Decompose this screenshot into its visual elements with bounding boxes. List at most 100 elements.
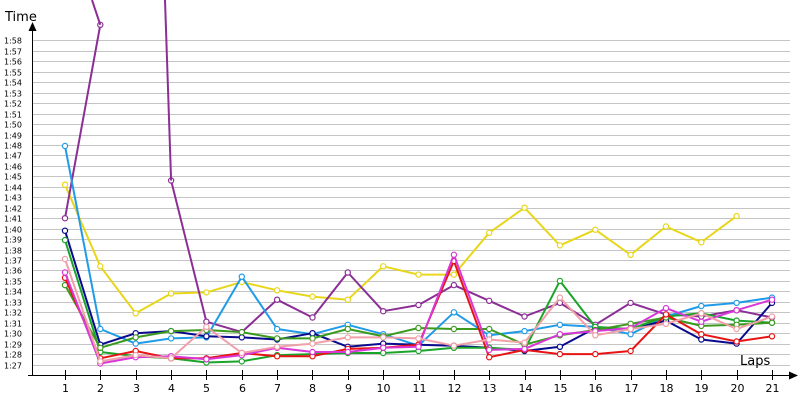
data-point	[556, 321, 564, 328]
data-point	[450, 309, 458, 316]
x-tick-labels: 1 2 3 4 5 6 7 8 9 10 11 12 13 14 15 16 17 18 19 20 21	[62, 382, 780, 395]
data-point	[415, 335, 422, 342]
y-tick-label: 1:52	[4, 100, 22, 109]
y-axis-arrow	[28, 22, 37, 31]
data-point	[167, 327, 175, 335]
data-point	[521, 313, 528, 320]
data-point	[309, 340, 316, 347]
data-point	[273, 325, 281, 333]
series-group	[61, 0, 776, 367]
y-tick-label: 1:38	[4, 247, 22, 256]
data-point	[380, 308, 387, 315]
y-tick-label: 1:35	[4, 278, 22, 287]
data-point	[97, 358, 104, 365]
data-point	[556, 343, 564, 350]
data-point	[273, 343, 281, 350]
data-point	[61, 214, 69, 222]
data-point	[556, 277, 564, 285]
data-point	[344, 269, 351, 276]
data-point	[486, 336, 493, 343]
data-point	[344, 348, 351, 356]
x-tick-label: 2	[97, 382, 104, 395]
x-tick-label: 17	[625, 382, 639, 395]
data-point	[768, 296, 776, 303]
y-tick-label: 1:47	[4, 152, 22, 161]
data-point	[203, 318, 210, 325]
x-tick-label: 13	[483, 382, 497, 395]
data-point	[238, 273, 245, 280]
data-point	[415, 271, 422, 278]
data-point	[486, 325, 493, 333]
data-point	[380, 344, 387, 351]
data-point	[733, 307, 740, 314]
data-point	[132, 340, 139, 347]
data-point	[238, 334, 245, 341]
y-tick-label: 1:32	[4, 309, 22, 318]
data-point	[344, 296, 351, 303]
data-point	[273, 287, 281, 294]
x-tick-label: 20	[731, 382, 745, 395]
data-point	[733, 212, 740, 220]
data-point	[698, 318, 705, 325]
data-point	[309, 348, 316, 356]
series-line	[164, 0, 173, 181]
x-tick-label: 16	[589, 382, 603, 395]
data-point	[238, 358, 245, 365]
data-point	[450, 325, 458, 333]
data-point	[380, 334, 387, 341]
data-point	[415, 301, 422, 309]
data-point	[97, 263, 104, 270]
data-point	[450, 281, 458, 289]
data-point	[486, 297, 493, 304]
series-line	[64, 24, 102, 219]
data-point	[273, 353, 281, 360]
x-tick-label: 15	[554, 382, 568, 395]
data-point	[698, 302, 705, 310]
y-tick-label: 1:39	[4, 236, 22, 245]
data-point	[415, 343, 422, 350]
x-tick-label: 5	[203, 382, 210, 395]
y-tick-label: 1:29	[4, 341, 22, 350]
data-point	[61, 227, 69, 234]
x-tick-label: 6	[239, 382, 246, 395]
data-point	[203, 333, 210, 340]
data-point	[733, 325, 740, 333]
series-1	[61, 181, 740, 317]
data-point	[132, 310, 139, 317]
data-point	[627, 325, 634, 333]
x-tick-label: 18	[660, 382, 674, 395]
data-point	[733, 299, 740, 307]
y-tick-label: 1:50	[4, 121, 22, 130]
data-point	[61, 142, 69, 150]
data-point	[698, 310, 705, 317]
data-point	[556, 331, 564, 338]
x-tick-label: 7	[274, 382, 281, 395]
data-point	[61, 181, 69, 188]
data-point	[415, 324, 422, 332]
y-tick-label: 1:57	[4, 48, 22, 57]
x-tick-label: 10	[377, 382, 391, 395]
data-point	[662, 304, 670, 312]
data-point	[344, 325, 351, 333]
y-tick-label: 1:58	[4, 37, 22, 46]
data-point	[380, 263, 387, 270]
y-tick-label: 1:45	[4, 173, 22, 182]
data-point	[450, 271, 458, 278]
data-point	[309, 293, 316, 300]
y-tick-label: 1:31	[4, 320, 22, 329]
y-tick-label: 1:43	[4, 194, 22, 203]
x-tick-label: 1	[62, 382, 69, 395]
data-point	[768, 333, 776, 340]
axes	[28, 22, 798, 380]
data-point	[238, 349, 245, 357]
data-point	[592, 332, 599, 339]
x-tick-label: 3	[133, 382, 140, 395]
y-tick-label: 1:53	[4, 90, 22, 99]
y-tick-label: 1:54	[4, 79, 22, 88]
x-tick-label: 21	[766, 382, 780, 395]
data-point	[97, 325, 104, 333]
data-point	[627, 299, 634, 307]
data-point	[486, 346, 493, 354]
y-tick-labels: 1:27 1:281:29 1:301:31 1:321:33 1:341:35 1:36…	[4, 37, 22, 371]
data-point	[592, 350, 599, 358]
